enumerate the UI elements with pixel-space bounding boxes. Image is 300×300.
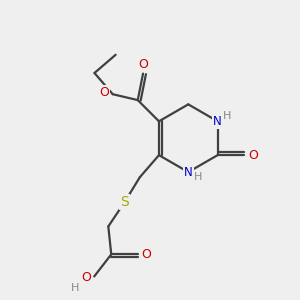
Text: H: H [71,283,79,293]
Text: S: S [120,195,129,209]
Text: N: N [213,115,222,128]
Text: O: O [81,272,91,284]
Text: N: N [184,166,193,178]
Text: O: O [248,149,258,162]
Text: H: H [223,111,231,121]
Text: O: O [142,248,152,261]
Text: H: H [194,172,202,182]
Text: O: O [100,86,110,99]
Text: O: O [138,58,148,71]
